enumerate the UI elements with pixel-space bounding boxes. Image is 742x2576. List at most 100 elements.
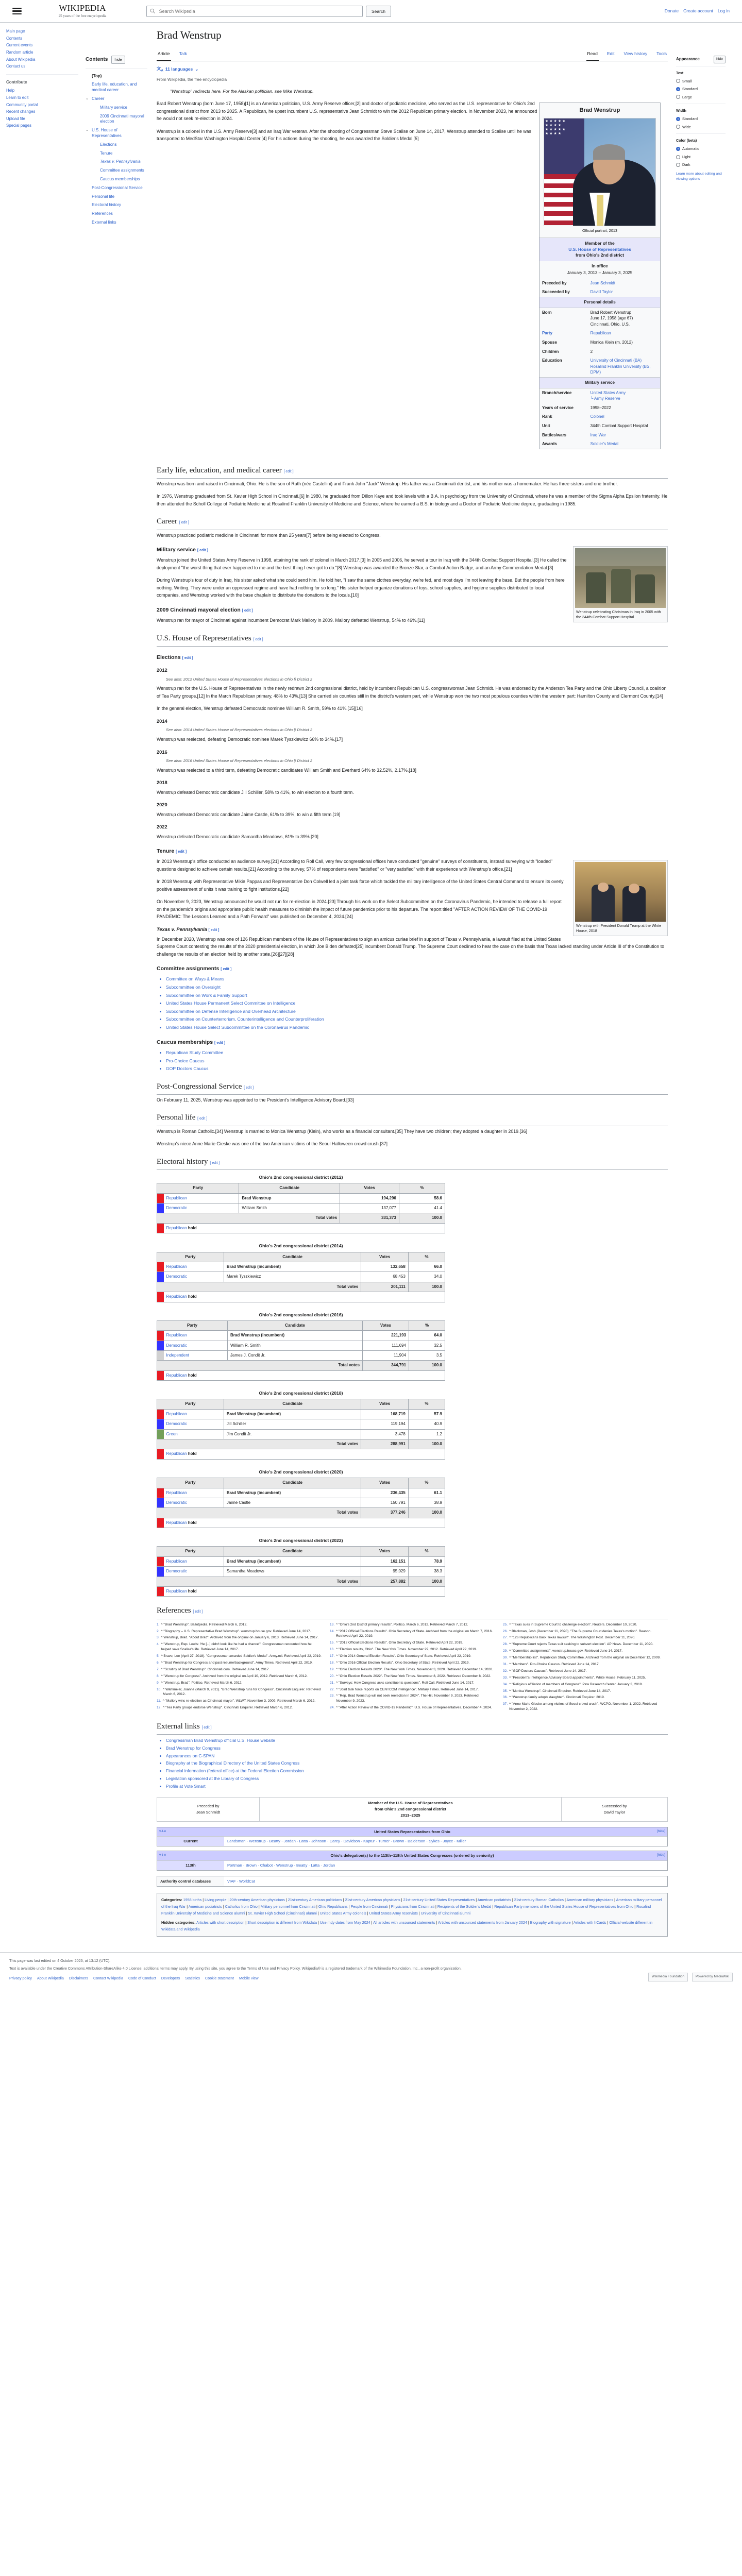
- edit-link[interactable]: [ edit ]: [193, 1610, 203, 1614]
- category-link-6[interactable]: American podiatrists: [477, 1897, 511, 1903]
- external-link-3[interactable]: Biography at the Biographical Directory …: [166, 1759, 668, 1767]
- category-link-16[interactable]: Recipients of the Soldier's Medal: [437, 1904, 492, 1909]
- external-link-0[interactable]: Congressman Brad Wenstrup official U.S. …: [166, 1737, 668, 1744]
- committee-item-6[interactable]: United States House Select Subcommittee …: [166, 1024, 668, 1031]
- party-name[interactable]: Republican: [163, 1261, 224, 1273]
- edit-link[interactable]: [ edit ]: [208, 928, 220, 932]
- see-also-2016[interactable]: See also: 2016 United States House of Re…: [166, 758, 313, 764]
- party-name[interactable]: Democratic: [163, 1203, 240, 1214]
- category-link-4[interactable]: 21st-century American physicians: [345, 1897, 400, 1903]
- navbox-vte-links[interactable]: v·t·e: [159, 1829, 166, 1833]
- text-size-standard-option[interactable]: Standard: [676, 85, 726, 93]
- external-link-4[interactable]: Financial information (federal office) a…: [166, 1767, 668, 1775]
- row-value[interactable]: David Taylor: [590, 290, 613, 295]
- hidden-category-link-7[interactable]: Official website different in Wikidata a…: [161, 1920, 652, 1931]
- navbox-vte-links[interactable]: v·t·e: [159, 1853, 166, 1857]
- reference-number[interactable]: 5.: [157, 1654, 160, 1658]
- edit-link[interactable]: [ edit ]: [214, 1041, 226, 1045]
- navbox-row-value[interactable]: Landsman · Wenstrup · Beatty · Jordan · …: [227, 1839, 466, 1844]
- language-selector[interactable]: 文A 11 languages ⌄: [157, 65, 668, 74]
- reference-number[interactable]: 8.: [157, 1674, 160, 1678]
- reference-number[interactable]: 34.: [503, 1682, 508, 1686]
- party-name[interactable]: Republican: [163, 1330, 228, 1341]
- category-link-2[interactable]: 20th-century American physicians: [229, 1897, 285, 1903]
- width-standard-option[interactable]: Standard: [676, 115, 726, 123]
- hidden-category-link-6[interactable]: Articles with hCards: [573, 1920, 606, 1925]
- reference-number[interactable]: 20.: [330, 1674, 335, 1678]
- toc-item-14[interactable]: References: [86, 210, 147, 218]
- category-link-1[interactable]: Living people: [205, 1897, 227, 1903]
- external-link-2[interactable]: Appearances on C-SPAN: [166, 1752, 668, 1760]
- party-name[interactable]: Republican: [163, 1487, 224, 1498]
- party-name[interactable]: Republican: [163, 1556, 224, 1567]
- reference-number[interactable]: 17.: [330, 1654, 335, 1658]
- hold-party[interactable]: Republican: [166, 1451, 187, 1456]
- reference-number[interactable]: 6.: [157, 1660, 160, 1665]
- reference-number[interactable]: 14.: [330, 1629, 335, 1633]
- committee-item-2[interactable]: Subcommittee on Work & Family Support: [166, 992, 668, 999]
- tab-read[interactable]: Read: [586, 48, 599, 61]
- tab-article[interactable]: Article: [157, 48, 171, 61]
- see-also-2014[interactable]: See also: 2014 United States House of Re…: [166, 727, 313, 733]
- appearance-learn-more-link[interactable]: Learn more about editing and viewing opt…: [676, 172, 722, 181]
- toc-item-6[interactable]: Elections: [86, 141, 147, 149]
- edit-link[interactable]: [ edit ]: [283, 469, 294, 473]
- party-name[interactable]: Democratic: [163, 1497, 224, 1509]
- navbox-row-value[interactable]: Portman · Brown · Chabot · Wenstrup · Be…: [227, 1862, 335, 1868]
- reference-number[interactable]: 32.: [503, 1669, 508, 1673]
- hidden-category-link-5[interactable]: Biography with signature: [530, 1920, 571, 1925]
- reference-number[interactable]: 15.: [330, 1641, 335, 1645]
- edit-link[interactable]: [ edit ]: [244, 1086, 254, 1090]
- chevron-down-icon[interactable]: ⌄: [86, 97, 89, 101]
- toc-item-15[interactable]: External links: [86, 218, 147, 227]
- category-link-8[interactable]: American military physicians: [566, 1897, 614, 1903]
- category-link-21[interactable]: United States Army reservists: [369, 1910, 418, 1916]
- category-link-7[interactable]: 21st-century Roman Catholics: [514, 1897, 564, 1903]
- category-link-11[interactable]: Catholics from Ohio: [225, 1904, 258, 1909]
- reference-number[interactable]: 31.: [503, 1662, 508, 1666]
- reference-number[interactable]: 4.: [157, 1642, 160, 1647]
- category-link-15[interactable]: Physicians from Cincinnati: [391, 1904, 434, 1909]
- width-wide-option[interactable]: Wide: [676, 123, 726, 131]
- footer-link-1[interactable]: About Wikipedia: [37, 1975, 64, 1980]
- nav-upload-file[interactable]: Upload file: [6, 116, 25, 121]
- category-link-22[interactable]: University of Cincinnati alumni: [420, 1910, 470, 1916]
- tab-tools[interactable]: Tools: [656, 50, 667, 56]
- nav-random-article[interactable]: Random article: [6, 49, 33, 55]
- footer-link-0[interactable]: Privacy policy: [9, 1975, 32, 1980]
- reference-number[interactable]: 35.: [503, 1689, 508, 1693]
- navbox-hide-button[interactable]: [hide]: [656, 1853, 665, 1857]
- nav-community-portal[interactable]: Community portal: [6, 102, 38, 107]
- reference-number[interactable]: 29.: [503, 1649, 508, 1653]
- footer-link-2[interactable]: Disclaimers: [69, 1975, 89, 1980]
- committee-item-0[interactable]: Committee on Ways & Means: [166, 975, 668, 983]
- color-automatic-option[interactable]: Automatic: [676, 145, 726, 152]
- edit-link[interactable]: [ edit ]: [179, 521, 189, 525]
- toc-item-13[interactable]: Electoral history: [86, 201, 147, 210]
- reference-number[interactable]: 33.: [503, 1675, 508, 1680]
- footer-link-6[interactable]: Statistics: [185, 1975, 200, 1980]
- reference-number[interactable]: 16.: [330, 1648, 335, 1652]
- reference-number[interactable]: 7.: [157, 1667, 160, 1671]
- nav-contact-us[interactable]: Contact us: [6, 64, 26, 69]
- reference-number[interactable]: 10.: [157, 1687, 162, 1691]
- login-link[interactable]: Log in: [717, 8, 730, 13]
- wikipedia-logo[interactable]: WIKIPEDIA 25 years of the free encyclope…: [36, 4, 129, 19]
- caucus-item-1[interactable]: Pro-Choice Caucus: [166, 1057, 668, 1065]
- footer-link-3[interactable]: Contact Wikipedia: [93, 1975, 123, 1980]
- reference-number[interactable]: 13.: [330, 1622, 335, 1626]
- category-link-18[interactable]: Rosalind Franklin University of Medicine…: [161, 1904, 651, 1916]
- create-account-link[interactable]: Create account: [683, 8, 713, 13]
- external-link-1[interactable]: Brad Wenstrup for Congress: [166, 1744, 668, 1752]
- hold-party[interactable]: Republican: [166, 1225, 187, 1230]
- office-line-2[interactable]: U.S. House of Representatives: [568, 246, 631, 252]
- footer-link-5[interactable]: Developers: [161, 1975, 180, 1980]
- toc-item-7[interactable]: Tenure: [86, 149, 147, 158]
- reference-number[interactable]: 26.: [503, 1629, 508, 1633]
- party-name[interactable]: Republican: [163, 1193, 240, 1204]
- toc-item-5[interactable]: ⌄ U.S. House of Representatives: [86, 126, 147, 141]
- edit-link[interactable]: [ edit ]: [197, 1117, 208, 1121]
- text-size-small-option[interactable]: Small: [676, 77, 726, 85]
- category-link-14[interactable]: People from Cincinnati: [350, 1904, 388, 1909]
- nav-contents[interactable]: Contents: [6, 36, 23, 41]
